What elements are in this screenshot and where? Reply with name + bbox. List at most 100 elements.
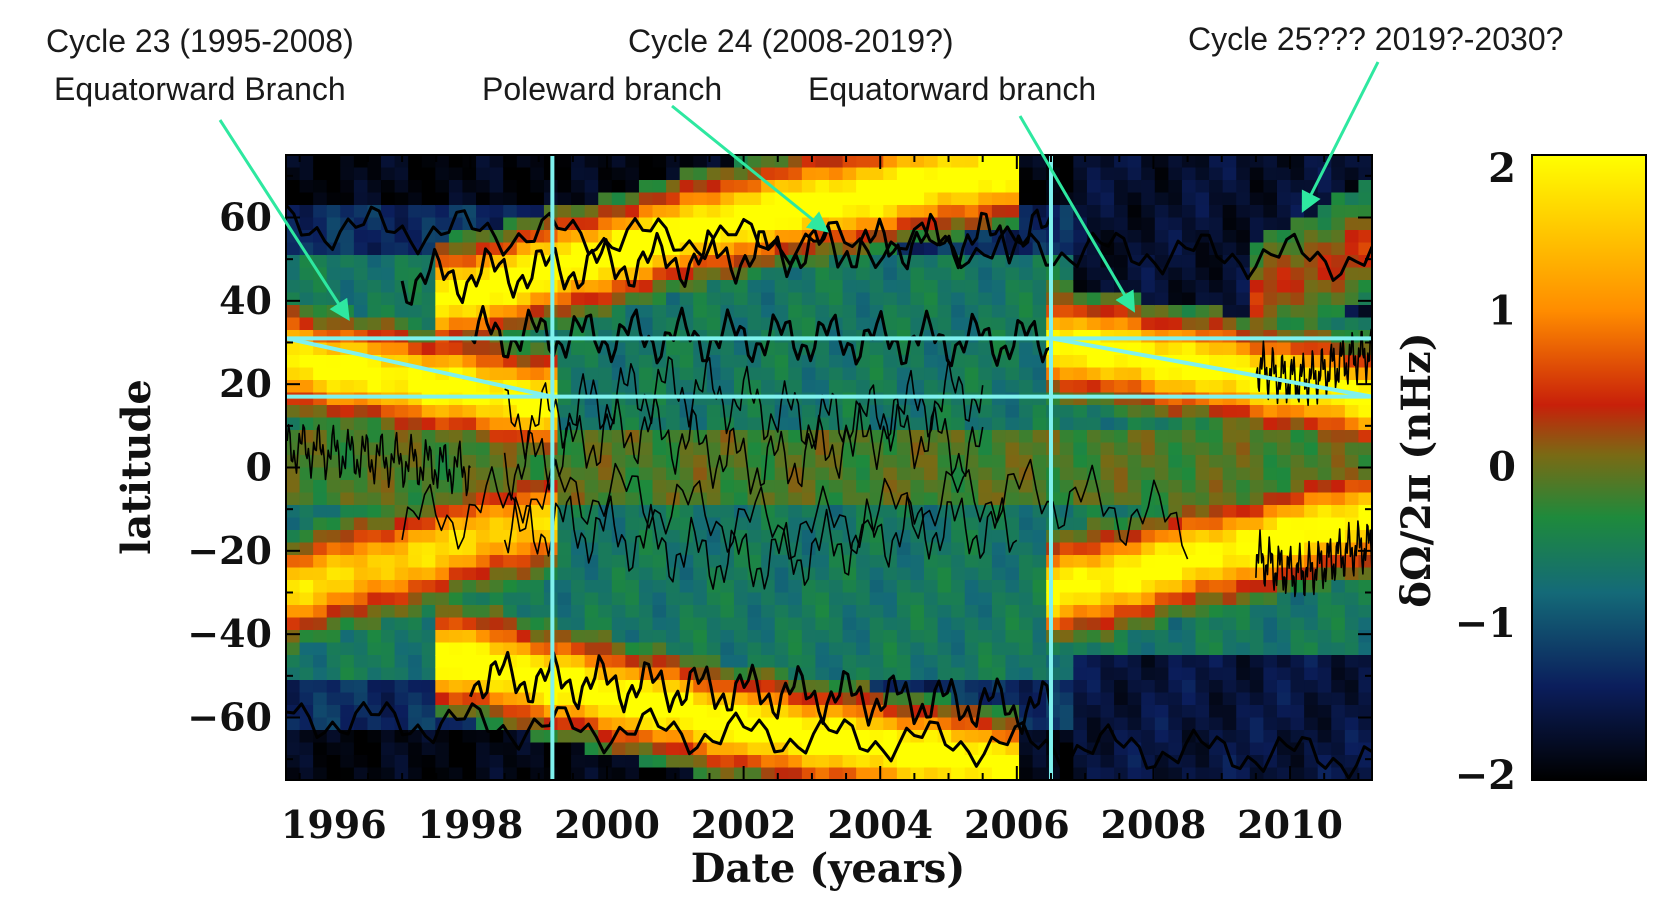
heatmap-cell <box>1046 242 1061 256</box>
heatmap-cell <box>530 305 545 319</box>
heatmap-cell <box>1141 730 1156 744</box>
heatmap-cell <box>774 492 789 506</box>
heatmap-cell <box>638 542 654 556</box>
heatmap-cell <box>747 292 762 306</box>
heatmap-cell <box>1236 517 1251 531</box>
heatmap-cell <box>883 580 898 594</box>
heatmap-cell <box>1344 417 1360 431</box>
heatmap-cell <box>367 430 382 444</box>
heatmap-cell <box>1073 680 1088 694</box>
heatmap-cell <box>1154 767 1169 780</box>
heatmap-cell <box>367 717 382 731</box>
heatmap-cell <box>910 767 925 780</box>
heatmap-cell <box>462 592 477 606</box>
heatmap-cell <box>435 530 450 544</box>
heatmap-cell <box>516 580 531 594</box>
heatmap-cell <box>869 680 884 694</box>
heatmap-cell <box>1154 167 1169 181</box>
heatmap-cell <box>652 555 667 569</box>
heatmap-cell <box>503 617 518 631</box>
heatmap-cell <box>1209 205 1224 219</box>
heatmap-cell <box>1141 567 1156 581</box>
heatmap-cell <box>367 742 382 756</box>
contour-line <box>286 423 472 497</box>
heatmap-cell <box>503 455 518 469</box>
heatmap-cell <box>394 217 409 231</box>
heatmap-cell <box>1141 242 1156 256</box>
heatmap-cell <box>421 517 436 531</box>
heatmap-cell <box>1181 255 1197 269</box>
heatmap-cell <box>1100 167 1115 181</box>
heatmap-cell <box>353 717 369 731</box>
heatmap-cell <box>1032 567 1047 581</box>
heatmap-cell <box>1263 455 1278 469</box>
heatmap-cell <box>991 180 1007 194</box>
heatmap-cell <box>666 155 681 169</box>
heatmap-cell <box>869 455 884 469</box>
heatmap-cell <box>299 767 314 780</box>
heatmap-cell <box>1249 767 1264 780</box>
heatmap-cell <box>557 742 572 756</box>
heatmap-cell <box>1019 267 1034 281</box>
heatmap-cell <box>625 592 640 606</box>
heatmap-cell <box>1059 630 1074 644</box>
heatmap-cell <box>286 267 301 281</box>
heatmap-cell <box>924 167 939 181</box>
heatmap-cell <box>462 255 477 269</box>
heatmap-cell <box>829 205 844 219</box>
heatmap-cell <box>435 692 450 706</box>
heatmap-cell <box>910 605 925 619</box>
heatmap-cell <box>1304 667 1319 681</box>
heatmap-cell <box>964 342 979 356</box>
heatmap-cell <box>883 255 898 269</box>
heatmap-cell <box>1263 505 1278 519</box>
heatmap-cell <box>666 280 681 294</box>
heatmap-cell <box>1141 517 1156 531</box>
y-tick-label: −40 <box>187 611 272 656</box>
heatmap-cell <box>856 192 871 206</box>
heatmap-cell <box>937 217 952 231</box>
heatmap-cell <box>1317 205 1332 219</box>
heatmap-cell <box>584 192 599 206</box>
heatmap-cell <box>476 405 491 419</box>
heatmap-cell <box>733 680 749 694</box>
heatmap-cell <box>1236 405 1251 419</box>
heatmap-cell <box>299 517 314 531</box>
heatmap-cell <box>516 367 531 381</box>
heatmap-cell <box>1263 617 1278 631</box>
heatmap-cell <box>1317 605 1332 619</box>
heatmap-cell <box>1195 167 1210 181</box>
heatmap-cell <box>381 717 396 731</box>
heatmap-cell <box>489 167 504 181</box>
heatmap-cell <box>1236 617 1251 631</box>
heatmap-cell <box>856 580 871 594</box>
heatmap-cell <box>557 592 572 606</box>
heatmap-cell <box>611 480 626 494</box>
heatmap-cell <box>1141 292 1156 306</box>
heatmap-cell <box>910 155 925 169</box>
heatmap-cell <box>1290 467 1305 481</box>
heatmap-cell <box>367 280 382 294</box>
heatmap-cell <box>829 167 844 181</box>
heatmap-cell <box>964 655 979 669</box>
heatmap-cell <box>706 380 721 394</box>
heatmap-cell <box>489 592 504 606</box>
heatmap-cell <box>1154 292 1169 306</box>
heatmap-cell <box>720 230 735 244</box>
heatmap-cell <box>598 530 613 544</box>
heatmap-cell <box>1181 655 1197 669</box>
heatmap-cell <box>1181 380 1197 394</box>
heatmap-cell <box>557 617 572 631</box>
heatmap-cell <box>1100 492 1115 506</box>
heatmap-cell <box>1168 367 1183 381</box>
heatmap-cell <box>1263 442 1278 456</box>
heatmap-cell <box>1100 705 1115 719</box>
heatmap-cell <box>1263 280 1278 294</box>
heatmap-cell <box>421 755 436 769</box>
heatmap-cell <box>1100 530 1115 544</box>
heatmap-cell <box>516 767 531 780</box>
heatmap-cell <box>1059 405 1074 419</box>
heatmap-cell <box>1249 242 1264 256</box>
heatmap-cell <box>706 205 721 219</box>
heatmap-cell <box>1344 205 1360 219</box>
